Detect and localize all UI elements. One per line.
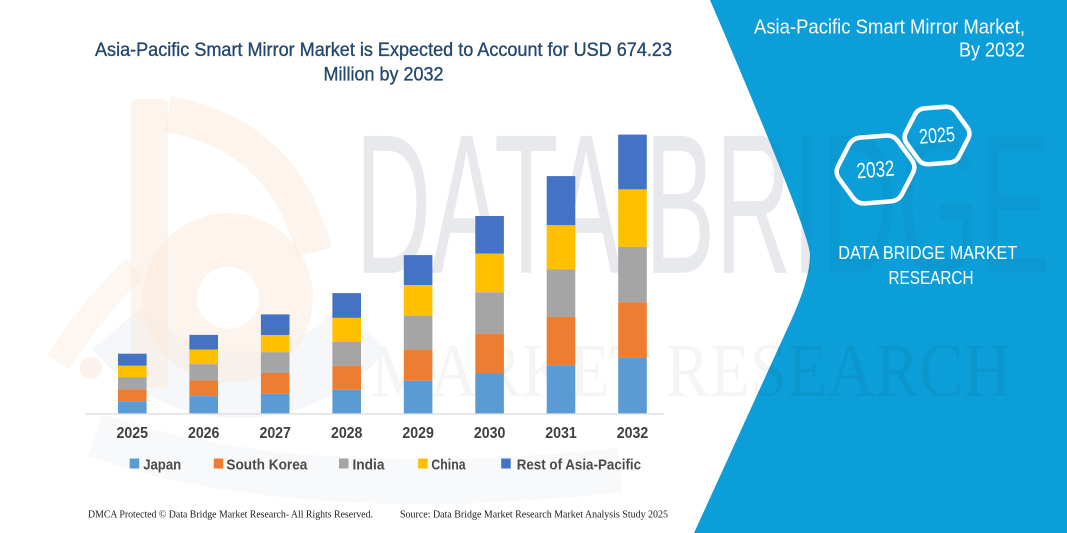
svg-text:Japan: Japan	[143, 456, 181, 473]
svg-text:China: China	[431, 456, 466, 473]
svg-text:2030: 2030	[474, 425, 506, 442]
svg-text:2026: 2026	[188, 425, 220, 442]
svg-text:2025: 2025	[117, 425, 149, 442]
svg-text:RESEARCH: RESEARCH	[889, 268, 974, 288]
svg-text:South Korea: South Korea	[226, 456, 308, 473]
svg-text:2029: 2029	[402, 425, 434, 442]
svg-text:2025: 2025	[918, 123, 956, 149]
svg-text:2031: 2031	[545, 425, 577, 442]
svg-text:By 2032: By 2032	[959, 40, 1025, 62]
svg-text:2032: 2032	[856, 156, 896, 184]
svg-text:2032: 2032	[617, 425, 649, 442]
svg-text:DATA BRIDGE MARKET: DATA BRIDGE MARKET	[838, 243, 1017, 263]
svg-text:Asia-Pacific Smart Mirror Mark: Asia-Pacific Smart Mirror Market,	[754, 16, 1025, 38]
svg-text:2028: 2028	[331, 425, 363, 442]
svg-text:India: India	[353, 456, 386, 473]
svg-text:Source: Data Bridge Market Res: Source: Data Bridge Market Research Mark…	[400, 509, 668, 520]
svg-text:DMCA Protected © Data Bridge M: DMCA Protected © Data Bridge Market Rese…	[88, 509, 373, 520]
svg-text:Asia-Pacific Smart Mirror Mark: Asia-Pacific Smart Mirror Market is Expe…	[95, 39, 672, 61]
svg-text:Rest of Asia-Pacific: Rest of Asia-Pacific	[517, 456, 641, 473]
svg-text:Million by 2032: Million by 2032	[324, 63, 444, 85]
svg-text:2027: 2027	[259, 425, 291, 442]
